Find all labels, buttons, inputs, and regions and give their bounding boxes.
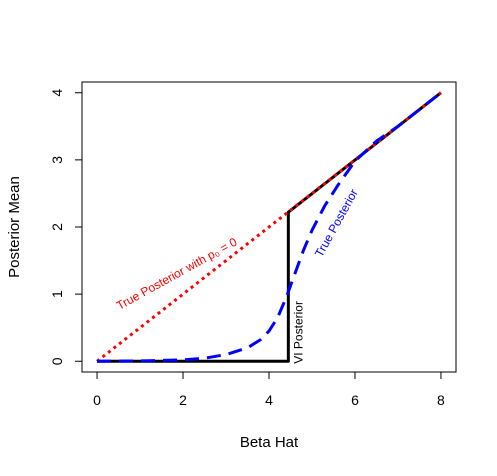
annotation-p0-label: True Posterior with p₀ = 0 [114, 235, 240, 313]
series-line-true_p0 [96, 91, 442, 363]
annotation-vi-label: VI Posterior [292, 301, 306, 364]
annotation-layer: VI Posterior True Posterior with p₀ = 0 Tr… [114, 187, 361, 364]
y-tick-label: 1 [49, 290, 65, 298]
x-tick-label: 8 [437, 392, 445, 408]
y-tick-label: 2 [49, 223, 65, 231]
y-tick-label: 3 [49, 156, 65, 164]
x-tick-label: 4 [265, 392, 273, 408]
series-line-true_posterior [97, 91, 442, 363]
x-tick-label: 2 [179, 392, 187, 408]
x-axis: 0 2 4 6 8 [93, 371, 445, 408]
x-axis-label: Beta Hat [240, 434, 299, 451]
x-tick-label: 0 [93, 392, 101, 408]
series-layer [96, 91, 442, 363]
y-axis-label: Posterior Mean [6, 176, 23, 278]
x-tick-label: 6 [351, 392, 359, 408]
annotation-true-label: True Posterior [312, 187, 361, 260]
y-axis: 0 1 2 3 4 [49, 89, 83, 365]
y-tick-label: 4 [49, 89, 65, 97]
y-tick-label: 0 [49, 357, 65, 365]
